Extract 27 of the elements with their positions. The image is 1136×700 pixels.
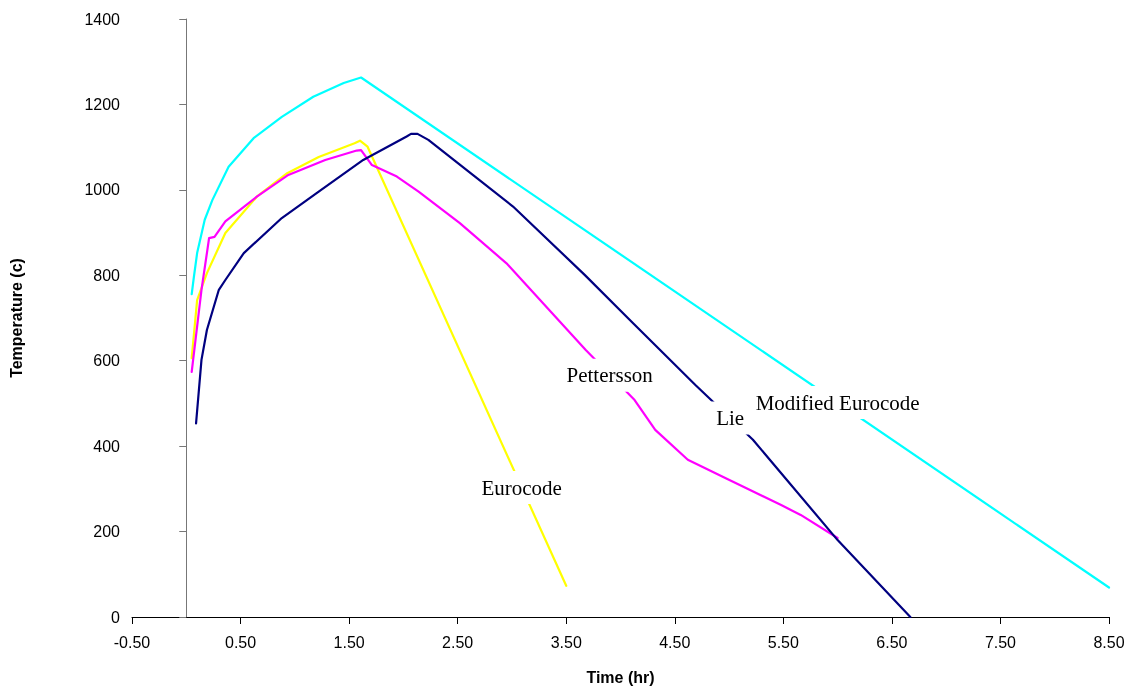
x-tick-label: 8.50 [1093, 633, 1125, 651]
annotation: Lie [716, 405, 745, 430]
x-tick-label: -0.50 [113, 633, 151, 651]
annotation: Eurocode [481, 475, 562, 500]
x-tick-label: 1.50 [333, 633, 365, 651]
y-tick-label: 200 [93, 523, 121, 541]
annotation: Modified Eurocode [755, 390, 920, 415]
annotation: Pettersson [566, 363, 654, 388]
y-tick-label: 400 [93, 437, 121, 455]
y-tick-label: 800 [93, 266, 121, 284]
line-series [190, 76, 1111, 589]
x-tick-label: 4.50 [659, 633, 691, 651]
x-tick-label: 0.50 [224, 633, 257, 651]
x-tick-label: 6.50 [876, 633, 908, 651]
y-axis-title: Temperature (c) [7, 258, 25, 378]
line-series [190, 149, 839, 540]
y-tick-label: 1000 [84, 181, 121, 199]
x-tick-label: 7.50 [984, 633, 1017, 651]
x-tick-label: 2.50 [442, 633, 474, 651]
line-series [190, 139, 568, 587]
x-tick-label: 3.50 [550, 633, 582, 651]
x-tick-label: 5.50 [767, 633, 800, 651]
y-tick-label: 600 [93, 352, 121, 370]
y-tick-label: 1200 [84, 95, 121, 113]
y-tick-label: 0 [111, 608, 121, 626]
x-axis-title: Time (hr) [586, 668, 655, 686]
y-tick-label: 1400 [84, 10, 121, 28]
